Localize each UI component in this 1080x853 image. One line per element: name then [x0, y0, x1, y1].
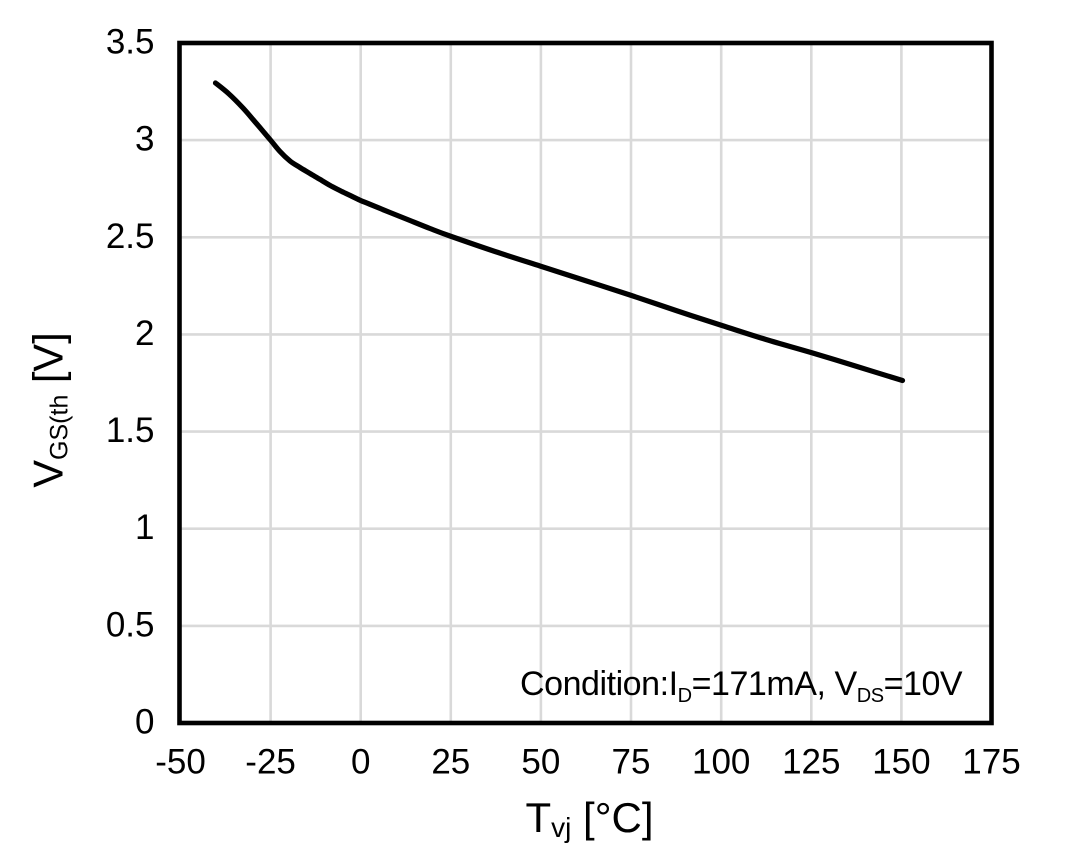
svg-text:2.5: 2.5 — [106, 217, 155, 256]
svg-text:0: 0 — [135, 703, 154, 742]
svg-text:2: 2 — [135, 314, 154, 353]
svg-text:Tvj [°C]: Tvj [°C] — [525, 794, 653, 843]
svg-text:1.5: 1.5 — [106, 411, 155, 450]
svg-text:1: 1 — [135, 508, 154, 547]
svg-text:3: 3 — [135, 120, 154, 159]
svg-text:Condition:ID=171mA, VDS=10V: Condition:ID=171mA, VDS=10V — [520, 665, 963, 707]
svg-text:125: 125 — [782, 743, 840, 782]
svg-text:150: 150 — [872, 743, 930, 782]
svg-text:175: 175 — [962, 743, 1020, 782]
svg-text:-50: -50 — [155, 743, 206, 782]
svg-text:3.5: 3.5 — [106, 23, 155, 62]
svg-text:50: 50 — [521, 743, 560, 782]
svg-text:0.5: 0.5 — [106, 605, 155, 644]
svg-text:100: 100 — [692, 743, 750, 782]
svg-text:0: 0 — [351, 743, 370, 782]
svg-text:-25: -25 — [245, 743, 296, 782]
svg-text:25: 25 — [431, 743, 470, 782]
svg-text:75: 75 — [612, 743, 651, 782]
svg-text:VGS(th [V]: VGS(th [V] — [25, 332, 74, 487]
